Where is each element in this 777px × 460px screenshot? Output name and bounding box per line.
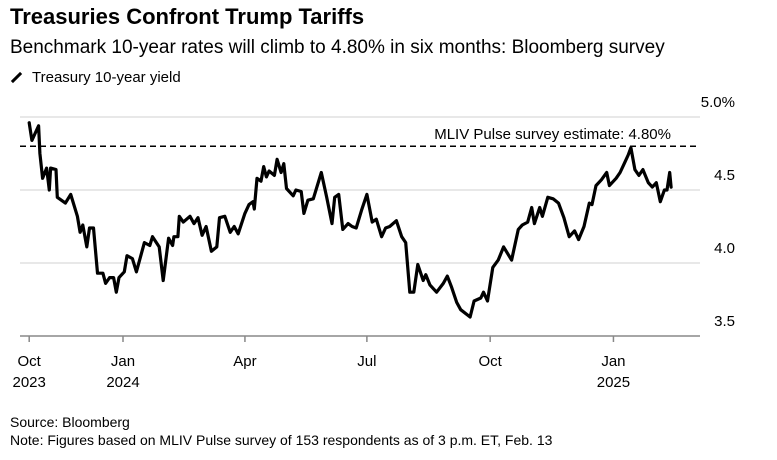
y-tick-label: 4.5 xyxy=(714,167,735,184)
legend: Treasury 10-year yield xyxy=(10,69,181,86)
x-tick-label: Oct xyxy=(18,353,42,370)
x-tick-label: Jul xyxy=(357,353,376,370)
x-tick-year-label: 2024 xyxy=(106,374,139,391)
survey-estimate-label: MLIV Pulse survey estimate: 4.80% xyxy=(434,126,671,143)
x-tick-label: Oct xyxy=(478,353,502,370)
chart-subtitle: Benchmark 10-year rates will climb to 4.… xyxy=(10,37,665,58)
x-tick-label: Jan xyxy=(111,353,135,370)
x-tick-year-label: 2025 xyxy=(597,374,630,391)
y-tick-label: 3.5 xyxy=(714,313,735,330)
yield-series-line xyxy=(27,121,673,319)
y-tick-label: 4.0 xyxy=(714,240,735,257)
chart-title: Treasuries Confront Trump Tariffs xyxy=(10,4,365,29)
legend-label: Treasury 10-year yield xyxy=(32,69,181,86)
source-note: Source: Bloomberg xyxy=(10,414,130,430)
x-tick-label: Jan xyxy=(601,353,625,370)
x-tick-label: Apr xyxy=(233,353,256,370)
x-tick-year-label: 2023 xyxy=(13,374,46,391)
footnote: Note: Figures based on MLIV Pulse survey… xyxy=(10,432,553,448)
y-tick-label: 5.0% xyxy=(701,94,735,111)
